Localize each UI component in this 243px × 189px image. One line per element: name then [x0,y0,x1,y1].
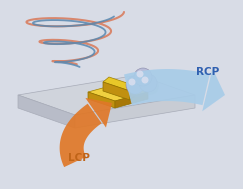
Polygon shape [85,98,112,128]
Polygon shape [18,95,75,128]
Circle shape [134,68,152,86]
Circle shape [128,79,146,97]
Polygon shape [124,69,210,105]
Polygon shape [75,95,195,128]
Polygon shape [18,75,195,115]
Circle shape [141,77,148,84]
Polygon shape [88,83,148,101]
Circle shape [137,70,144,77]
Circle shape [136,71,154,89]
Circle shape [141,77,159,95]
Text: LCP: LCP [68,153,90,163]
Circle shape [139,74,157,92]
Polygon shape [202,68,225,111]
Circle shape [129,78,136,85]
Polygon shape [88,92,115,108]
Text: RCP: RCP [196,67,219,77]
Polygon shape [103,77,136,91]
Polygon shape [130,86,136,100]
Circle shape [126,76,144,94]
Polygon shape [115,92,148,108]
Polygon shape [60,104,102,167]
Polygon shape [103,82,130,100]
